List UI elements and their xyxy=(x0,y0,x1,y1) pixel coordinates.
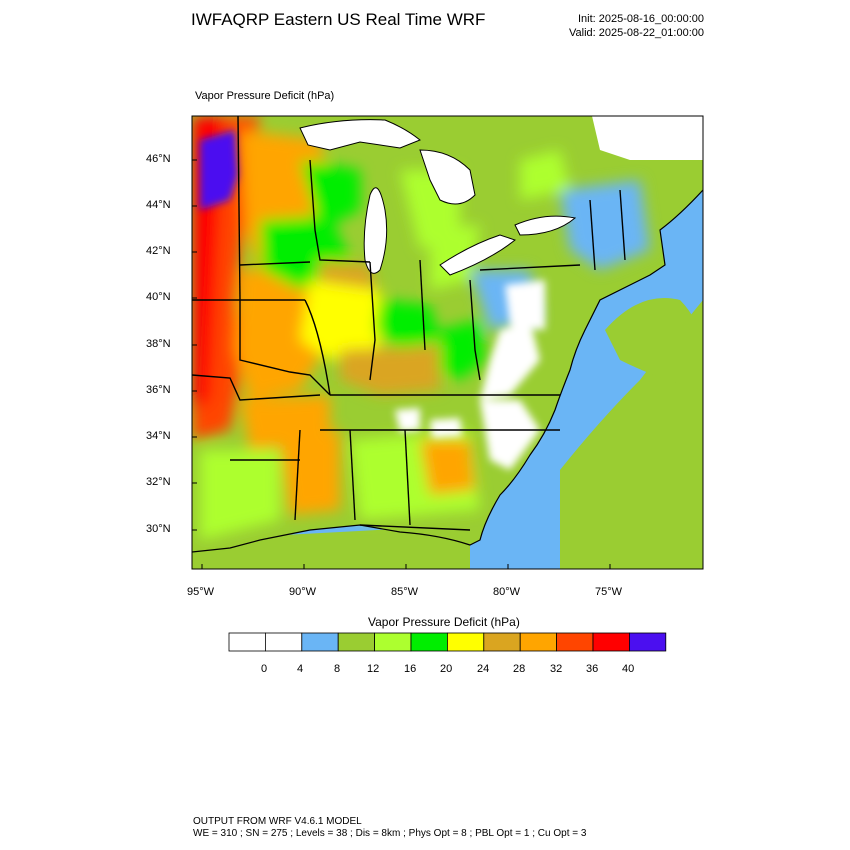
colorbar-swatch xyxy=(592,632,630,652)
lat-label-30: 30°N xyxy=(146,523,171,535)
colorbar-swatch xyxy=(410,632,448,652)
lon-label-85: 85°W xyxy=(391,586,419,598)
colorbar-swatch xyxy=(301,632,339,652)
lat-label-36: 36°N xyxy=(146,384,171,396)
lake-superior xyxy=(300,119,420,150)
axis-ticks xyxy=(192,159,611,569)
colorbar-label: 36 xyxy=(586,663,599,675)
gulf-band xyxy=(192,525,470,569)
colorbar-label: 28 xyxy=(513,663,526,675)
lat-label-40: 40°N xyxy=(146,291,171,303)
lake-huron xyxy=(420,150,475,204)
colorbar-swatch xyxy=(264,632,303,652)
page-title: IWFAQRP Eastern US Real Time WRF xyxy=(191,10,486,29)
lake-erie xyxy=(440,235,515,275)
colorbar-swatch xyxy=(228,632,266,652)
top-white xyxy=(592,116,703,160)
lat-label-42: 42°N xyxy=(146,245,171,257)
lon-label-75: 75°W xyxy=(595,586,623,598)
colorbar-label: 16 xyxy=(404,663,417,675)
footer-settings: WE = 310 ; SN = 275 ; Levels = 38 ; Dis … xyxy=(193,828,587,839)
valid-time: Valid: 2025-08-22_01:00:00 xyxy=(569,27,704,39)
coastline xyxy=(192,189,703,553)
lon-label-95: 95°W xyxy=(187,586,215,598)
colorbar-label: 24 xyxy=(477,663,490,675)
colorbar-title: Vapor Pressure Deficit (hPa) xyxy=(368,615,520,629)
lake-michigan xyxy=(364,187,387,274)
colorbar-swatch xyxy=(556,632,594,652)
lat-label-32: 32°N xyxy=(146,476,171,488)
init-time: Init: 2025-08-16_00:00:00 xyxy=(578,13,704,25)
colorbar-label: 20 xyxy=(440,663,453,675)
map-subtitle: Vapor Pressure Deficit (hPa) xyxy=(195,90,335,102)
state-borders xyxy=(192,116,626,531)
colorbar-label: 4 xyxy=(297,663,304,675)
colorbar-label: 32 xyxy=(550,663,563,675)
lon-label-80: 80°W xyxy=(493,586,521,598)
lon-label-90: 90°W xyxy=(289,586,317,598)
colorbar xyxy=(228,632,667,652)
colorbar-label: 12 xyxy=(367,663,380,675)
map-field xyxy=(192,116,703,569)
lat-label-44: 44°N xyxy=(146,199,171,211)
colorbar-label: 0 xyxy=(261,663,268,675)
lake-shorelines xyxy=(299,119,577,276)
lat-label-34: 34°N xyxy=(146,430,171,442)
lat-label-46: 46°N xyxy=(146,153,171,165)
ocean-band-north xyxy=(605,298,703,390)
map-frame xyxy=(191,115,704,570)
colorbar-swatch xyxy=(374,632,412,652)
colorbar-swatch xyxy=(446,632,485,652)
colorbar-swatch xyxy=(519,632,558,652)
lat-label-38: 38°N xyxy=(146,338,171,350)
colorbar-swatch xyxy=(483,632,521,652)
colorbar-swatch xyxy=(337,632,376,652)
colorbar-label: 8 xyxy=(334,663,341,675)
footer-model: OUTPUT FROM WRF V4.6.1 MODEL xyxy=(193,816,362,827)
colorbar-swatch xyxy=(629,632,667,652)
colorbar-label: 40 xyxy=(622,663,635,675)
lake-ontario xyxy=(515,216,575,235)
